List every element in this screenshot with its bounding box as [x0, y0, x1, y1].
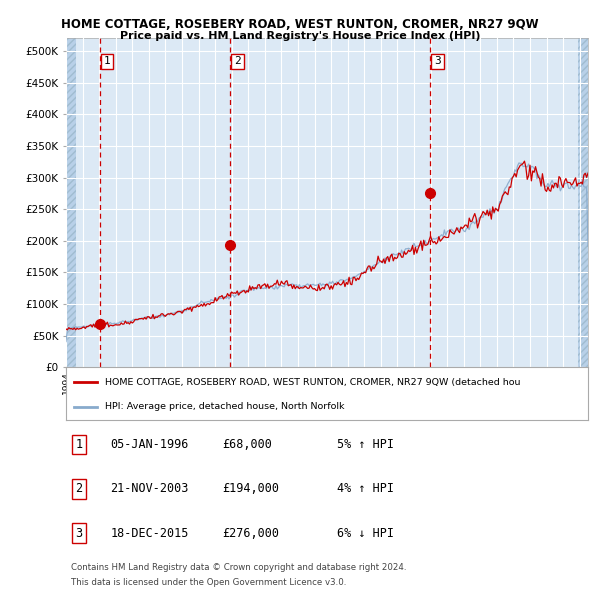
- Text: 5% ↑ HPI: 5% ↑ HPI: [337, 438, 394, 451]
- Text: 3: 3: [76, 527, 83, 540]
- Bar: [66, 38, 76, 368]
- Text: 2: 2: [76, 483, 83, 496]
- Text: £68,000: £68,000: [223, 438, 272, 451]
- Bar: [578, 38, 589, 368]
- Text: 18-DEC-2015: 18-DEC-2015: [110, 527, 189, 540]
- Text: HPI: Average price, detached house, North Norfolk: HPI: Average price, detached house, Nort…: [105, 402, 344, 411]
- Text: £194,000: £194,000: [223, 483, 280, 496]
- Text: 2: 2: [234, 57, 241, 67]
- Text: This data is licensed under the Open Government Licence v3.0.: This data is licensed under the Open Gov…: [71, 578, 347, 587]
- Text: Contains HM Land Registry data © Crown copyright and database right 2024.: Contains HM Land Registry data © Crown c…: [71, 563, 407, 572]
- Text: £276,000: £276,000: [223, 527, 280, 540]
- Text: 21-NOV-2003: 21-NOV-2003: [110, 483, 189, 496]
- Text: Price paid vs. HM Land Registry's House Price Index (HPI): Price paid vs. HM Land Registry's House …: [120, 31, 480, 41]
- Text: HOME COTTAGE, ROSEBERY ROAD, WEST RUNTON, CROMER, NR27 9QW: HOME COTTAGE, ROSEBERY ROAD, WEST RUNTON…: [61, 18, 539, 31]
- Text: 3: 3: [434, 57, 441, 67]
- Text: 6% ↓ HPI: 6% ↓ HPI: [337, 527, 394, 540]
- Text: HOME COTTAGE, ROSEBERY ROAD, WEST RUNTON, CROMER, NR27 9QW (detached hou: HOME COTTAGE, ROSEBERY ROAD, WEST RUNTON…: [105, 378, 521, 386]
- Text: 1: 1: [104, 57, 110, 67]
- Text: 4% ↑ HPI: 4% ↑ HPI: [337, 483, 394, 496]
- Text: 05-JAN-1996: 05-JAN-1996: [110, 438, 189, 451]
- Text: 1: 1: [76, 438, 83, 451]
